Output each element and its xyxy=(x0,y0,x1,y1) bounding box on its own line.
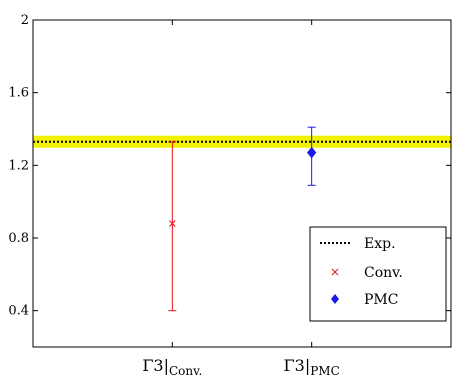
x-tick-label: Γ3|Conv. xyxy=(142,356,202,378)
legend-conv-marker xyxy=(331,268,339,276)
y-tick-label: 2 xyxy=(21,13,29,28)
legend-label-pmc: PMC xyxy=(364,292,398,308)
plot-frame xyxy=(32,19,452,348)
legend-label-exp: Exp. xyxy=(364,236,396,252)
pmc-point xyxy=(307,146,317,159)
x-tick-label: Γ3|PMC xyxy=(284,356,340,378)
legend-pmc-marker xyxy=(331,294,339,304)
axes-layer: 0.4 0.8 1.2 1.6 2 Γ3|Conv. Γ3|PMC xyxy=(8,13,452,378)
legend: Exp. Conv. PMC xyxy=(309,226,447,322)
y-tick-label: 1.6 xyxy=(8,86,29,101)
legend-label-conv: Conv. xyxy=(364,265,403,281)
conv-point xyxy=(168,220,176,227)
y-tick-label: 0.4 xyxy=(8,304,29,319)
y-tick-label: 0.8 xyxy=(8,231,29,246)
reference-band-layer xyxy=(33,135,451,148)
y-tick-label: 1.2 xyxy=(8,158,29,173)
marks-layer xyxy=(168,126,317,312)
